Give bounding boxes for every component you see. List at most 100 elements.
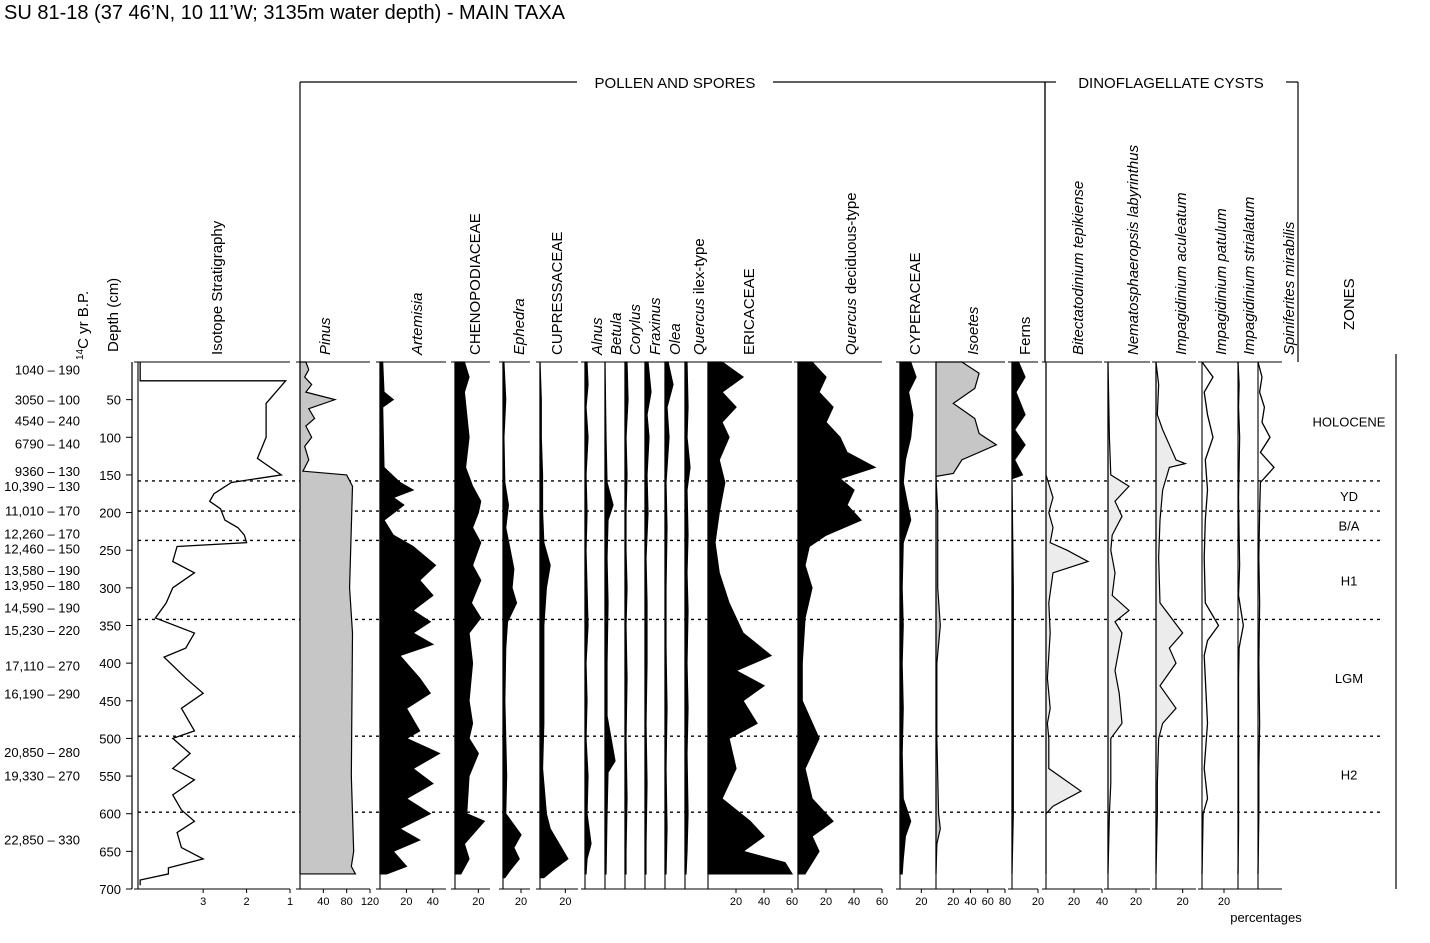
- x-tick-label: 20: [730, 896, 742, 908]
- zone-name: HOLOCENE: [1313, 414, 1386, 429]
- depth-axis-label: Depth (cm): [105, 278, 122, 352]
- profile-nematosph: [1107, 361, 1130, 874]
- zone-name: B/A: [1339, 518, 1360, 533]
- taxon-label-qilex: Quercus ilex-type: [691, 238, 708, 355]
- x-tick-label: 40: [427, 896, 439, 908]
- age-label: 12,260 – 170: [4, 527, 80, 542]
- profile-spiniferites: [1257, 361, 1275, 874]
- x-tick-label: 20: [515, 896, 527, 908]
- taxon-label-cheno: CHENOPODIACEAE: [467, 213, 484, 355]
- taxon-label-ericaceae: ERICACEAE: [741, 268, 758, 355]
- depth-tick-label: 150: [99, 468, 121, 483]
- age-axis-label: 14C yr B.P.: [75, 291, 92, 360]
- profile-pinus: [299, 361, 357, 875]
- profile-cheno: [454, 361, 486, 875]
- x-tick-label: 1: [287, 896, 293, 908]
- profile-qdecid: [797, 361, 877, 875]
- age-label: 19,330 – 270: [4, 768, 80, 783]
- taxon-label-imp_pat: Impagidinium patulum: [1213, 208, 1230, 355]
- zone-name: H2: [1341, 768, 1358, 783]
- taxon-label-isotope: Isotope Stratigraphy: [209, 220, 226, 355]
- zones-label: ZONES: [1341, 278, 1358, 330]
- depth-tick-label: 550: [99, 769, 121, 784]
- age-label: 16,190 – 290: [4, 686, 80, 701]
- age-label: 15,230 – 220: [4, 623, 80, 638]
- percentages-label: percentages: [1230, 910, 1302, 925]
- depth-tick-label: 50: [107, 393, 121, 408]
- age-label: 13,580 – 190: [4, 563, 80, 578]
- x-tick-label: 40: [758, 896, 770, 908]
- zone-name: LGM: [1335, 671, 1363, 686]
- depth-tick-label: 700: [99, 882, 121, 897]
- x-tick-label: 40: [964, 896, 976, 908]
- age-label: 4540 – 240: [15, 414, 80, 429]
- depth-tick-label: 350: [99, 619, 121, 634]
- profile-cupress: [539, 361, 569, 879]
- depth-tick-label: 400: [99, 656, 121, 671]
- x-tick-label: 20: [472, 896, 484, 908]
- age-label: 1040 – 190: [15, 363, 80, 378]
- taxon-label-corylus: Corylus: [627, 304, 644, 355]
- age-label: 9360 – 130: [15, 464, 80, 479]
- x-tick-label: 20: [559, 896, 571, 908]
- taxon-label-imp_acul: Impagidinium aculeatum: [1173, 192, 1190, 355]
- age-label: 10,390 – 130: [4, 479, 80, 494]
- profile-ephedra: [502, 361, 522, 879]
- depth-tick-label: 450: [99, 694, 121, 709]
- taxon-label-bitectatodinium: Bitectatodinium tepikiense: [1070, 181, 1087, 355]
- depth-tick-label: 300: [99, 581, 121, 596]
- x-tick-label: 60: [982, 896, 994, 908]
- age-axis-label-text: C yr B.P.: [75, 291, 92, 349]
- x-tick-label: 40: [1096, 896, 1108, 908]
- depth-tick-label: 600: [99, 807, 121, 822]
- taxon-label-type: deciduous-type: [843, 192, 860, 298]
- zone-name: H1: [1341, 573, 1358, 588]
- depth-tick-label: 100: [99, 430, 121, 445]
- x-tick-label: 40: [848, 896, 860, 908]
- age-label: 11,010 – 170: [5, 503, 80, 518]
- profile-corylus: [624, 361, 629, 875]
- x-tick-label: 40: [317, 896, 329, 908]
- x-tick-label: 20: [1130, 896, 1142, 908]
- zone-name: YD: [1340, 489, 1358, 504]
- taxon-label-ferns: Ferns: [1017, 317, 1034, 355]
- taxon-label-artemisia: Artemisia: [409, 292, 426, 356]
- x-tick-label: 2: [244, 896, 250, 908]
- profile-isotope: [139, 362, 288, 886]
- chart-title: SU 81-18 (37 46’N, 10 11’W; 3135m water …: [4, 2, 565, 24]
- taxon-label-nematosph: Nematosphaeropsis labyrinthus: [1125, 144, 1142, 355]
- group-label: DINOFLAGELLATE CYSTS: [1078, 75, 1264, 92]
- x-tick-label: 80: [999, 896, 1011, 908]
- x-tick-label: 20: [947, 896, 959, 908]
- profile-ericaceae: [707, 361, 794, 875]
- profile-qilex: [684, 361, 691, 875]
- profile-imp_pat: [1201, 361, 1220, 874]
- age-label: 13,950 – 180: [4, 578, 80, 593]
- profile-ferns: [1011, 361, 1026, 874]
- profile-artemisia: [379, 361, 441, 875]
- depth-tick-label: 500: [99, 731, 121, 746]
- x-tick-label: 20: [1218, 896, 1230, 908]
- x-tick-label: 20: [1177, 896, 1189, 908]
- profile-cyper: [899, 361, 917, 875]
- group-label: POLLEN AND SPORES: [595, 75, 756, 92]
- x-tick-label: 60: [876, 896, 888, 908]
- profile-imp_acul: [1155, 361, 1188, 874]
- age-axis-label-superscript: 14: [75, 348, 86, 360]
- profile-olea: [664, 361, 674, 875]
- profile-alnus: [584, 361, 592, 875]
- age-label: 17,110 – 270: [5, 658, 80, 673]
- age-label: 6790 – 140: [15, 436, 80, 451]
- profile-imp_stri: [1237, 361, 1244, 874]
- x-tick-label: 80: [341, 896, 353, 908]
- x-tick-label: 20: [400, 896, 412, 908]
- x-tick-label: 3: [200, 896, 206, 908]
- age-label: 14,590 – 190: [4, 600, 80, 615]
- taxon-label-genus: Quercus: [691, 298, 708, 355]
- taxon-label-type: ilex-type: [691, 238, 708, 298]
- x-tick-label: 60: [786, 896, 798, 908]
- age-label: 12,460 – 150: [4, 542, 80, 557]
- age-label: 20,850 – 280: [4, 745, 80, 760]
- age-label: 22,850 – 330: [4, 832, 80, 847]
- taxon-label-pinus: Pinus: [317, 317, 334, 355]
